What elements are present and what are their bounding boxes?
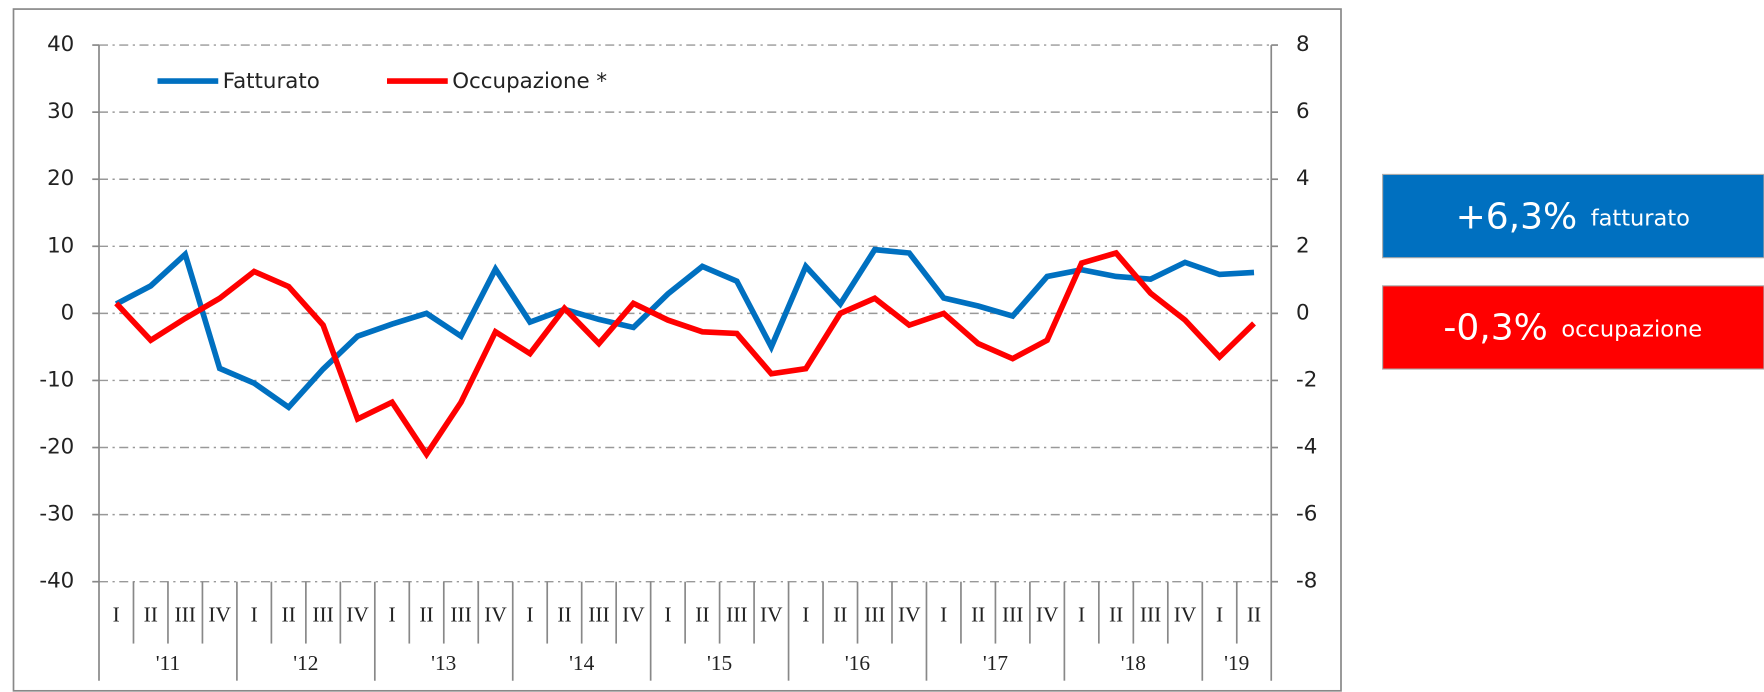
- legend-label: Fatturato: [223, 69, 320, 94]
- quarter-label: IV: [484, 602, 507, 626]
- quarter-label: III: [175, 602, 196, 626]
- callout-value: -0,3%: [1443, 308, 1547, 349]
- quarter-label: II: [419, 602, 433, 626]
- quarter-label: II: [144, 602, 158, 626]
- quarter-label: III: [1002, 602, 1023, 626]
- quarter-label: I: [526, 602, 533, 626]
- y-tick-label: 10: [47, 233, 74, 258]
- series-line: [114, 246, 1255, 412]
- year-label: '19: [1224, 651, 1249, 675]
- quarter-label: I: [1216, 602, 1223, 626]
- quarter-label: I: [664, 602, 671, 626]
- callout-text: -0,3% occupazione: [1443, 308, 1702, 349]
- callout-text: +6,3% fatturato: [1456, 196, 1690, 237]
- quarter-label: I: [802, 602, 809, 626]
- quarter-label: IV: [760, 602, 783, 626]
- y-tick-label: -30: [39, 502, 74, 527]
- y2-tick-label: 2: [1296, 233, 1310, 258]
- year-label: '12: [293, 651, 318, 675]
- y-tick-label: -20: [39, 435, 74, 460]
- quarter-label: II: [1109, 602, 1123, 626]
- year-label: '11: [156, 651, 180, 675]
- y-tick-label: 0: [61, 300, 75, 325]
- quarter-label: III: [1140, 602, 1161, 626]
- quarter-label: IV: [1174, 602, 1197, 626]
- y-tick-label: 20: [47, 166, 74, 191]
- quarter-label: III: [312, 602, 333, 626]
- quarter-label: II: [557, 602, 571, 626]
- chart-frame: [12, 8, 1342, 692]
- series-line: [114, 249, 1256, 460]
- year-label: '15: [707, 651, 732, 675]
- quarter-label: IV: [346, 602, 369, 626]
- quarter-label: II: [282, 602, 296, 626]
- quarter-label: II: [695, 602, 709, 626]
- quarter-label: I: [113, 602, 120, 626]
- quarter-label: III: [588, 602, 609, 626]
- year-label: '16: [845, 651, 871, 675]
- quarter-label: III: [864, 602, 885, 626]
- y2-tick-label: -2: [1296, 367, 1317, 392]
- y-tick-label: 30: [47, 99, 74, 124]
- quarter-label: I: [1078, 602, 1085, 626]
- y2-tick-label: -8: [1296, 569, 1317, 594]
- y2-tick-label: -4: [1296, 435, 1317, 460]
- year-label: '14: [569, 651, 595, 675]
- y2-tick-label: 0: [1296, 300, 1310, 325]
- quarter-label: I: [940, 602, 947, 626]
- quarter-label: II: [1247, 602, 1261, 626]
- callout-box: [1382, 173, 1764, 259]
- y-tick-label: 40: [47, 32, 74, 57]
- year-label: '17: [983, 651, 1009, 675]
- legend-label: Occupazione *: [452, 69, 607, 94]
- y2-tick-label: 8: [1296, 32, 1310, 57]
- quarter-label: II: [833, 602, 847, 626]
- quarter-label: IV: [1036, 602, 1059, 626]
- callout-label: occupazione: [1561, 316, 1702, 342]
- quarter-label: III: [450, 602, 471, 626]
- quarter-label: I: [251, 602, 258, 626]
- y-tick-label: -40: [39, 569, 74, 594]
- quarter-label: IV: [208, 602, 231, 626]
- quarter-label: IV: [898, 602, 921, 626]
- y2-tick-label: 6: [1296, 99, 1310, 124]
- callout-label: fatturato: [1591, 205, 1690, 231]
- quarter-label: II: [971, 602, 985, 626]
- y-tick-label: -10: [39, 367, 74, 392]
- y2-tick-label: -6: [1296, 502, 1317, 527]
- year-label: '18: [1121, 651, 1146, 675]
- year-label: '13: [431, 651, 456, 675]
- quarter-label: III: [726, 602, 747, 626]
- y2-tick-label: 4: [1296, 166, 1310, 191]
- callout-box: [1382, 285, 1764, 370]
- quarter-label: IV: [622, 602, 645, 626]
- quarter-label: I: [389, 602, 396, 626]
- callout-value: +6,3%: [1456, 196, 1578, 237]
